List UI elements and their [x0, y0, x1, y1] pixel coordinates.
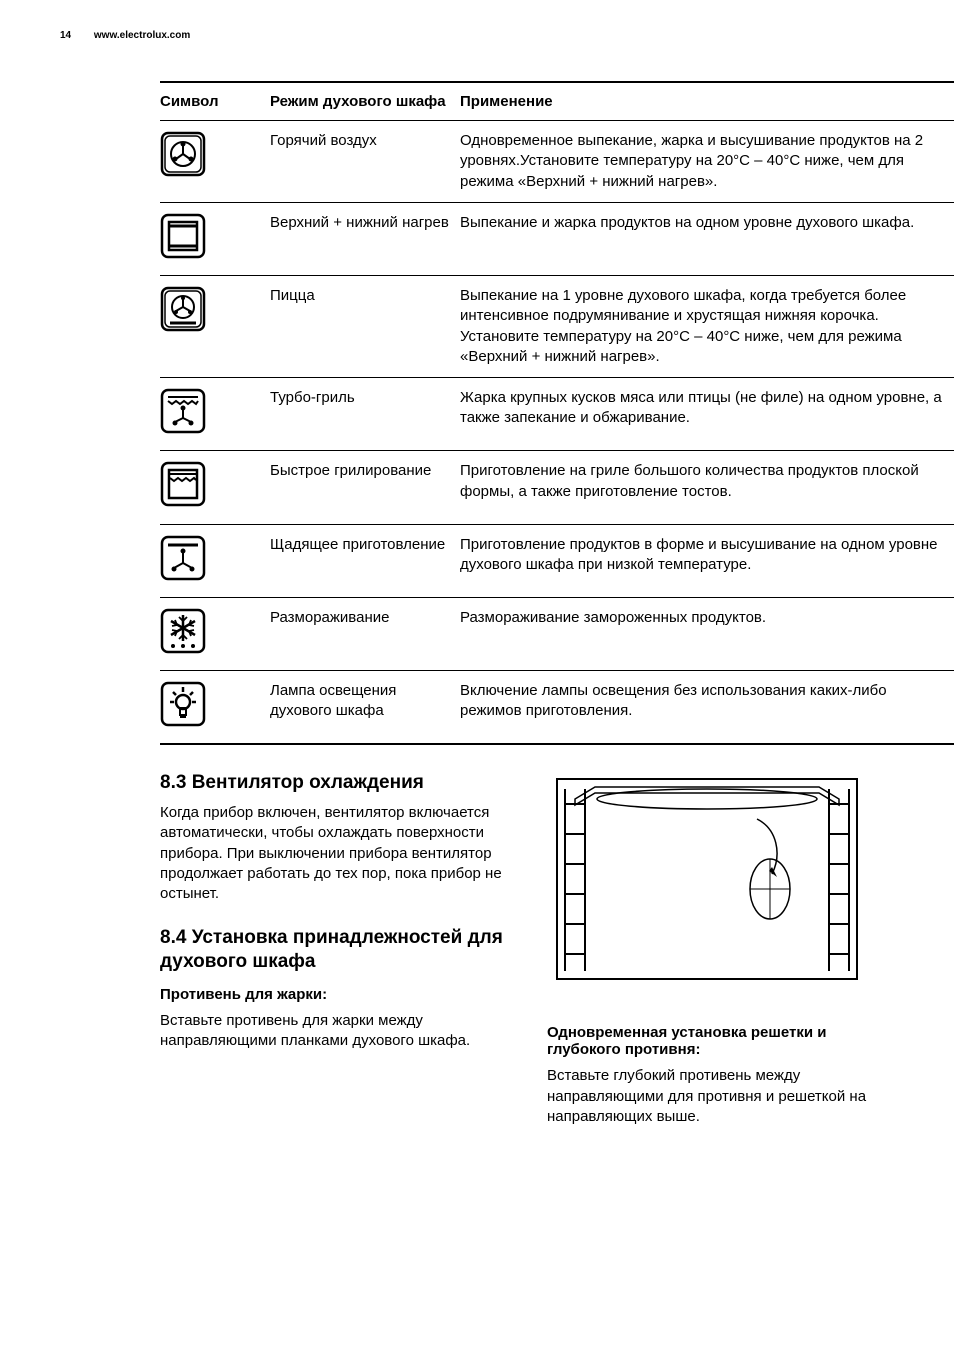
right-column: Одновременная установка решетки и глубок…: [547, 749, 894, 1133]
table-row: Пицца Выпекание на 1 уровне духового шка…: [160, 276, 954, 378]
section-8-3-body: Когда прибор включен, вентилятор включае…: [160, 803, 507, 904]
th-mode: Режим духового шкафа: [270, 82, 460, 121]
section-8-4-title: Установка принадлежностей для духового ш…: [160, 927, 503, 972]
use-cell: Одновременное выпекание, жарка и высушив…: [460, 121, 954, 203]
mode-cell: Горячий воздух: [270, 121, 460, 203]
mode-cell: Лампа освещения духового шкафа: [270, 671, 460, 745]
section-8-4-number: 8.4: [160, 927, 186, 948]
fast-grill-icon: [160, 461, 206, 507]
mode-cell: Размораживание: [270, 597, 460, 670]
section-8-3-title: Вентилятор охлаждения: [192, 772, 424, 793]
text-columns: 8.3 Вентилятор охлаждения Когда прибор в…: [160, 749, 894, 1133]
mode-cell: Щадящее приготовление: [270, 524, 460, 597]
section-8-4-heading: 8.4 Установка принадлежностей для духово…: [160, 926, 507, 974]
header-url: www.electrolux.com: [94, 30, 190, 41]
table-row: Быстрое грилирование Приготовление на гр…: [160, 451, 954, 524]
page-number: 14: [60, 30, 71, 41]
th-symbol: Символ: [160, 82, 270, 121]
section-8-4-body2: Вставьте глубокий противень между направ…: [547, 1066, 894, 1127]
section-8-3-number: 8.3: [160, 772, 186, 793]
table-row: Размораживание Размораживание замороженн…: [160, 597, 954, 670]
hot-air-icon: [160, 131, 206, 177]
use-cell: Жарка крупных кусков мяса или птицы (не …: [460, 378, 954, 451]
top-bottom-heat-icon: [160, 213, 206, 259]
oven-modes-table: Символ Режим духового шкафа Применение: [160, 81, 954, 745]
section-8-4-sub1: Противень для жарки:: [160, 986, 507, 1003]
mode-cell: Быстрое грилирование: [270, 451, 460, 524]
gentle-cooking-icon: [160, 535, 206, 581]
use-cell: Приготовление продуктов в форме и высуши…: [460, 524, 954, 597]
use-cell: Выпекание на 1 уровне духового шкафа, ко…: [460, 276, 954, 378]
page-header: 14 www.electrolux.com: [60, 30, 894, 41]
table-row: Щадящее приготовление Приготовление прод…: [160, 524, 954, 597]
defrost-icon: [160, 608, 206, 654]
use-cell: Включение лампы освещения без использова…: [460, 671, 954, 745]
oven-rack-diagram-icon: [547, 759, 867, 989]
table-row: Горячий воздух Одновременное выпекание, …: [160, 121, 954, 203]
section-8-4-sub2: Одновременная установка решетки и глубок…: [547, 1024, 894, 1058]
left-column: 8.3 Вентилятор охлаждения Когда прибор в…: [160, 749, 507, 1133]
mode-cell: Пицца: [270, 276, 460, 378]
section-8-3-heading: 8.3 Вентилятор охлаждения: [160, 771, 507, 795]
oven-lamp-icon: [160, 681, 206, 727]
mode-cell: Турбо-гриль: [270, 378, 460, 451]
use-cell: Размораживание замороженных продуктов.: [460, 597, 954, 670]
use-cell: Выпекание и жарка продуктов на одном уро…: [460, 202, 954, 275]
th-use: Применение: [460, 82, 954, 121]
turbo-grill-icon: [160, 388, 206, 434]
section-8-4-body1: Вставьте противень для жарки между напра…: [160, 1011, 507, 1052]
pizza-icon: [160, 286, 206, 332]
use-cell: Приготовление на гриле большого количест…: [460, 451, 954, 524]
table-row: Верхний + нижний нагрев Выпекание и жарк…: [160, 202, 954, 275]
mode-cell: Верхний + нижний нагрев: [270, 202, 460, 275]
table-row: Лампа освещения духового шкафа Включение…: [160, 671, 954, 745]
table-row: Турбо-гриль Жарка крупных кусков мяса ил…: [160, 378, 954, 451]
